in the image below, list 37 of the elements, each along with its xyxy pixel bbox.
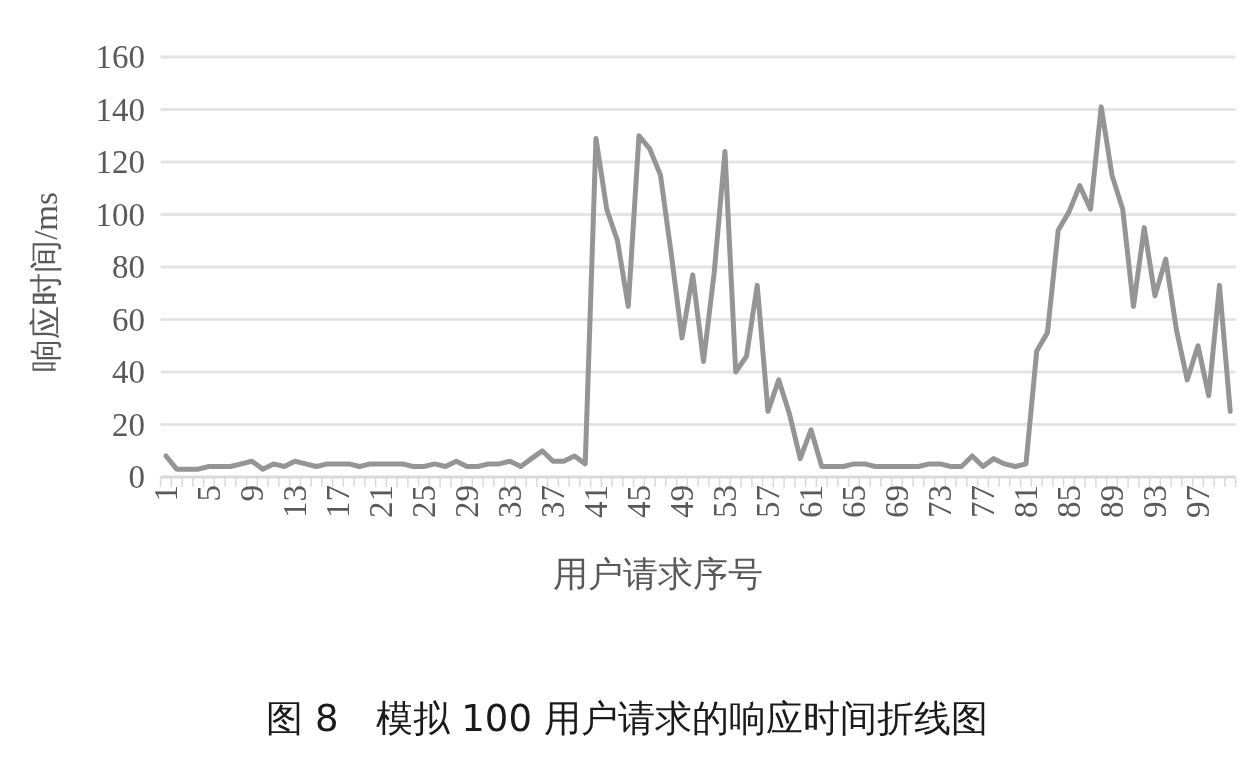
x-tick-label: 9 — [233, 485, 270, 502]
x-tick-label: 89 — [1093, 485, 1130, 518]
y-axis-title: 响应时间/ms — [28, 192, 64, 372]
y-tick-label: 120 — [95, 144, 145, 180]
x-tick-label: 41 — [577, 485, 614, 518]
x-tick-label: 97 — [1179, 485, 1216, 518]
x-tick-label: 29 — [448, 485, 485, 518]
y-tick-label: 60 — [112, 301, 145, 338]
x-tick-label: 93 — [1136, 485, 1173, 518]
y-tick-label: 20 — [112, 406, 145, 443]
x-tick-label: 73 — [921, 485, 958, 518]
x-tick-label: 1 — [147, 485, 184, 502]
y-tick-label: 80 — [112, 249, 145, 285]
y-tick-label: 140 — [95, 91, 145, 128]
x-tick-label: 33 — [491, 485, 528, 518]
x-tick-label: 77 — [964, 485, 1001, 518]
x-tick-label: 13 — [276, 485, 313, 518]
x-tick-label: 21 — [362, 485, 399, 518]
y-tick-label: 40 — [112, 354, 145, 390]
x-tick-label: 37 — [534, 485, 571, 518]
x-tick-label: 57 — [749, 485, 786, 518]
x-tick-label: 85 — [1050, 485, 1087, 518]
text: 图 8 模拟 100 用户请求的响应时间折线图 — [266, 697, 988, 740]
x-tick-label: 25 — [405, 485, 442, 518]
y-tick-label: 100 — [95, 196, 145, 233]
y-tick-label: 160 — [95, 39, 145, 75]
x-tick-label: 53 — [706, 485, 743, 518]
x-tick-label: 5 — [190, 485, 227, 502]
x-tick-label: 45 — [620, 485, 657, 518]
x-tick-label: 49 — [663, 485, 700, 518]
y-tick-label: 0 — [128, 459, 145, 495]
x-tick-label: 61 — [792, 485, 829, 518]
x-tick-label: 17 — [319, 485, 356, 518]
x-tick-label: 65 — [835, 485, 872, 518]
x-tick-label: 69 — [878, 485, 915, 518]
x-axis-title: 用户请求序号 — [553, 555, 763, 594]
x-tick-label: 81 — [1007, 485, 1044, 518]
